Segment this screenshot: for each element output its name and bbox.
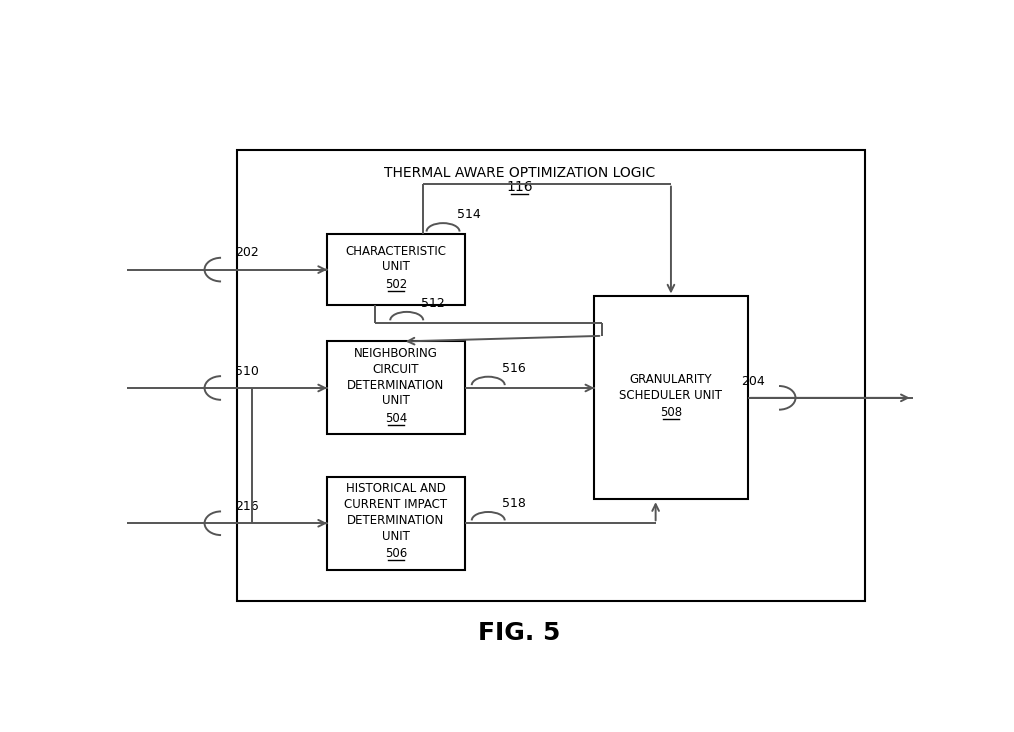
Text: UNIT: UNIT [382, 395, 410, 408]
Text: 518: 518 [502, 497, 526, 510]
Text: UNIT: UNIT [382, 261, 410, 273]
Text: 506: 506 [384, 548, 407, 560]
Text: 512: 512 [421, 297, 444, 310]
Text: 514: 514 [457, 209, 481, 221]
Text: 508: 508 [660, 406, 682, 419]
Text: NEIGHBORING: NEIGHBORING [354, 347, 438, 360]
Text: 510: 510 [235, 365, 259, 378]
Bar [328, 341, 464, 435]
Bar [594, 296, 747, 499]
Text: FIG. 5: FIG. 5 [479, 621, 561, 646]
Text: SCHEDULER UNIT: SCHEDULER UNIT [620, 389, 722, 402]
Text: 116: 116 [506, 180, 533, 194]
Text: 204: 204 [741, 375, 765, 388]
Text: 202: 202 [235, 247, 259, 259]
Text: CURRENT IMPACT: CURRENT IMPACT [345, 498, 447, 511]
Bar [328, 234, 464, 305]
Text: UNIT: UNIT [382, 530, 410, 542]
Text: 516: 516 [502, 362, 526, 375]
Text: CHARACTERISTIC: CHARACTERISTIC [346, 244, 446, 258]
Text: THERMAL AWARE OPTIMIZATION LOGIC: THERMAL AWARE OPTIMIZATION LOGIC [384, 165, 655, 179]
Bar [237, 150, 866, 601]
Bar [328, 477, 464, 569]
Text: CIRCUIT: CIRCUIT [373, 363, 419, 376]
Text: 216: 216 [235, 500, 259, 513]
Text: GRANULARITY: GRANULARITY [630, 373, 712, 386]
Text: HISTORICAL AND: HISTORICAL AND [346, 482, 446, 496]
Text: DETERMINATION: DETERMINATION [347, 378, 444, 392]
Text: DETERMINATION: DETERMINATION [347, 514, 444, 527]
Text: 502: 502 [384, 277, 407, 291]
Text: 504: 504 [384, 412, 407, 425]
